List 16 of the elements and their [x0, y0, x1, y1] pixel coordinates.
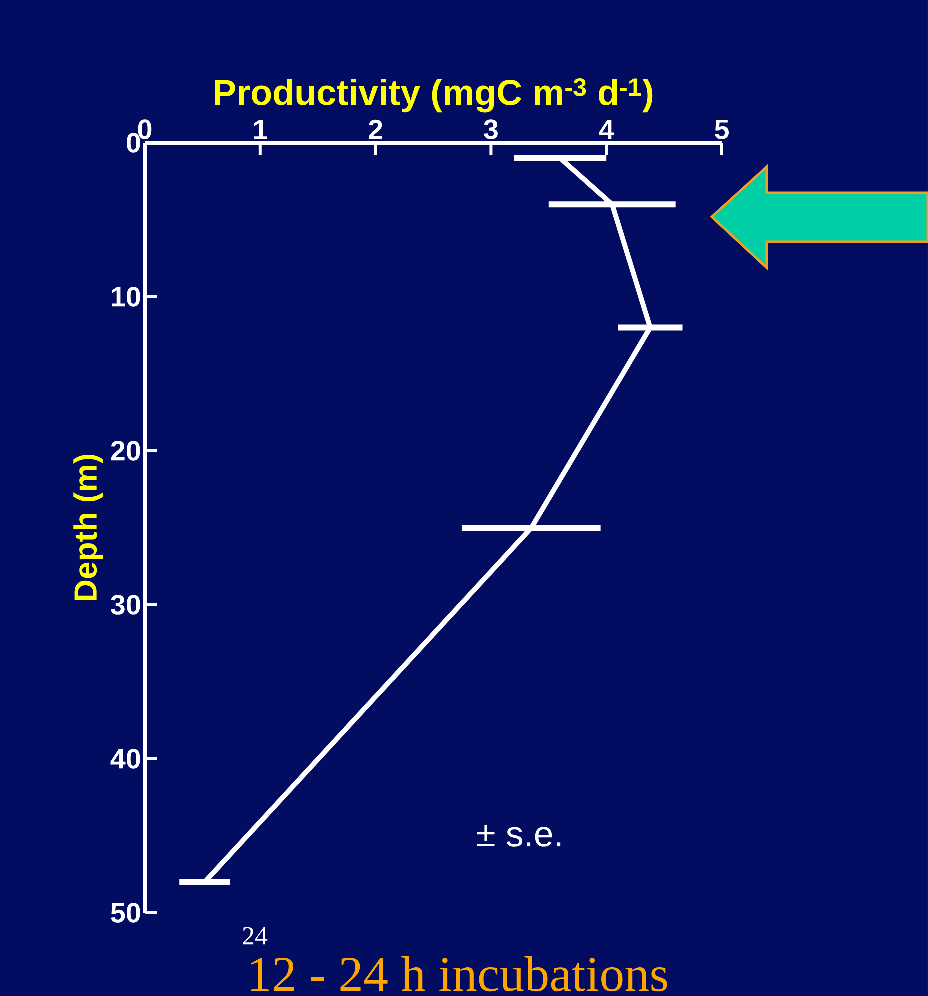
- x-tick-label: 3: [484, 120, 498, 140]
- x-tick-label: 1: [254, 120, 268, 140]
- annotation: ± s.e.: [477, 825, 561, 847]
- text: 12 - 24 h incubations: [251, 956, 668, 992]
- x-tick-label: 5: [715, 120, 729, 140]
- y-tick-label: 30: [110, 595, 140, 615]
- x-tick-label: 4: [599, 120, 614, 140]
- x-axis-title: Productivity (mgC m$^{-3}$ d$^{-1}$): [215, 78, 653, 113]
- text: 24: [243, 927, 268, 945]
- y-tick-label: 20: [111, 441, 140, 461]
- y-tick-label: 50: [111, 903, 140, 923]
- y-tick-label: 10: [112, 287, 140, 307]
- y-tick-label: 40: [110, 749, 140, 769]
- y-tick-label: 0: [127, 133, 140, 153]
- y-axis-title: Depth (m): [74, 454, 104, 601]
- x-tick-label: 2: [368, 120, 382, 140]
